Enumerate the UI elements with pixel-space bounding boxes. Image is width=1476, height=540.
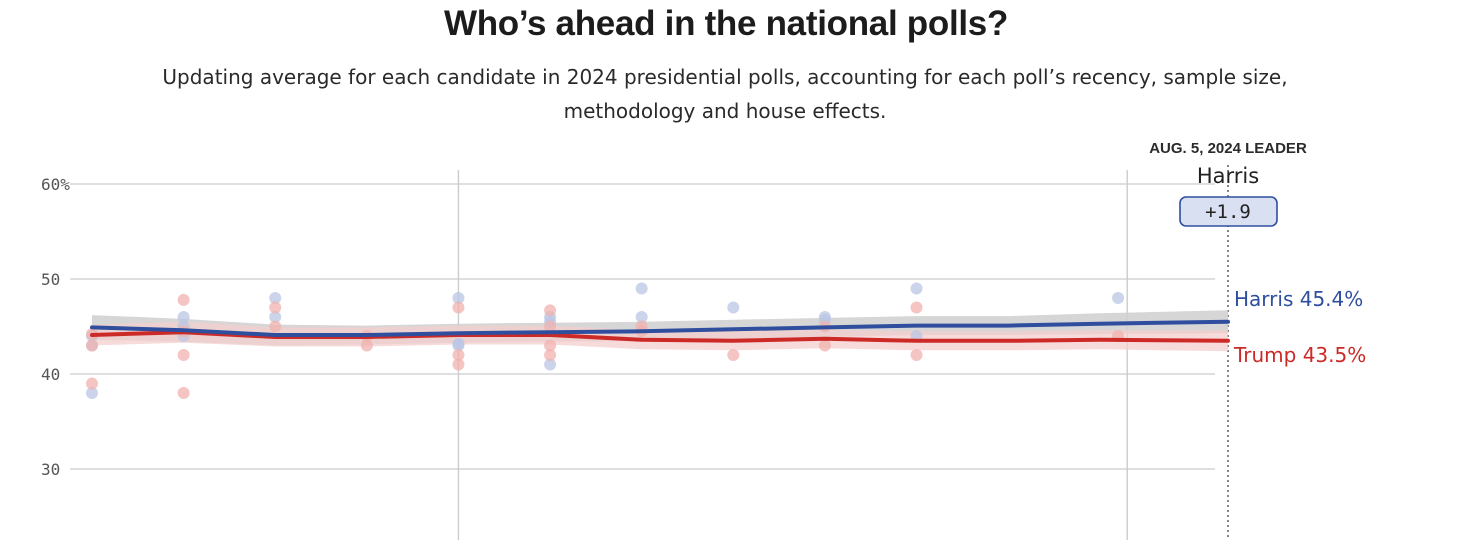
poll-dots	[86, 282, 1125, 399]
margin-value: +1.9	[1205, 201, 1251, 223]
trump-poll-dot	[818, 339, 831, 352]
y-tick-label-40: 40	[41, 365, 60, 384]
y-tick-label-50: 50	[41, 270, 60, 289]
trump-confidence-band	[92, 321, 1228, 352]
harris-poll-dot	[269, 292, 282, 304]
chart-subtitle: Updating average for each candidate in 2…	[162, 65, 1288, 123]
trump-poll-dot	[269, 301, 282, 314]
harris-poll-dot	[452, 337, 465, 350]
trump-poll-dot	[269, 320, 282, 333]
trump-poll-dot	[177, 349, 190, 361]
harris-poll-dot	[727, 301, 740, 314]
trump-poll-dot	[544, 349, 557, 361]
trump-poll-dot	[910, 301, 923, 314]
trump-poll-dot	[177, 387, 190, 399]
trump-poll-dot	[452, 358, 465, 371]
average-lines	[90, 319, 1230, 343]
labels-layer: Harris 45.4% Trump 43.5%	[1233, 287, 1366, 367]
trump-poll-dot	[544, 320, 557, 333]
harris-poll-dot	[635, 311, 648, 323]
harris-end-label: Harris 45.4%	[1234, 287, 1363, 311]
chart-title: Who’s ahead in the national polls?	[443, 4, 1009, 43]
harris-poll-dot	[86, 387, 98, 399]
trump-poll-dot	[727, 349, 740, 361]
trump-poll-dot	[452, 301, 465, 314]
harris-poll-dot	[452, 292, 465, 304]
harris-poll-dot	[910, 282, 923, 295]
harris-poll-dot	[269, 311, 282, 323]
y-tick-label-30: 30	[41, 460, 60, 479]
trump-poll-dot	[544, 339, 557, 352]
grid-layer: 60% 50 40 30	[41, 165, 1229, 540]
trump-poll-dot	[360, 339, 373, 352]
trump-poll-dot	[452, 349, 465, 361]
leader-name: Harris	[1197, 164, 1259, 188]
harris-poll-dot	[635, 282, 648, 295]
trump-poll-dot	[86, 377, 98, 390]
trump-end-label: Trump 43.5%	[1233, 343, 1366, 367]
trump-poll-dot	[177, 293, 190, 306]
trump-poll-dot	[544, 304, 557, 317]
harris-poll-dot	[177, 311, 190, 323]
trump-poll-dot	[910, 349, 923, 361]
trump-poll-dot	[86, 339, 98, 352]
harris-poll-dot	[1112, 292, 1125, 304]
margin-badge	[1179, 196, 1278, 227]
y-tick-label-60: 60%	[41, 175, 70, 194]
harris-poll-dot	[544, 358, 557, 371]
harris-average-line	[90, 319, 1230, 337]
leader-callout: AUG. 5, 2024 LEADER Harris +1.9	[1149, 140, 1307, 227]
leader-heading: AUG. 5, 2024 LEADER	[1149, 140, 1307, 157]
